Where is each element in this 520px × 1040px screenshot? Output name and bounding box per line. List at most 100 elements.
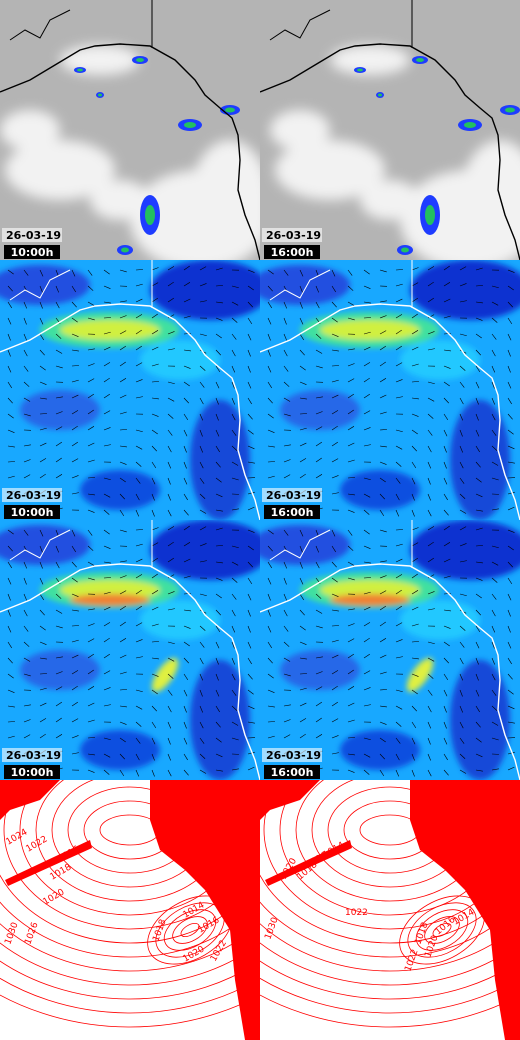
wind-arrow bbox=[215, 317, 223, 321]
wind-arrow bbox=[39, 687, 47, 691]
wind-arrow bbox=[167, 461, 172, 469]
wind-arrow bbox=[395, 298, 403, 303]
isobar bbox=[0, 901, 260, 958]
wind-arrow bbox=[299, 625, 306, 631]
wind-arrow bbox=[119, 509, 125, 517]
isobar bbox=[260, 977, 520, 1014]
precip bbox=[354, 56, 520, 255]
wind-arrow bbox=[283, 301, 288, 309]
wind-arrow bbox=[267, 333, 271, 341]
wind-arrow bbox=[215, 705, 220, 713]
wind-arrow bbox=[395, 445, 403, 450]
wind-arrow bbox=[71, 685, 78, 691]
wind-zone bbox=[60, 580, 160, 600]
cloud bbox=[5, 140, 115, 200]
wind-arrow bbox=[247, 609, 251, 617]
isobar bbox=[415, 909, 469, 951]
isobar bbox=[260, 923, 520, 972]
wind-arrow bbox=[379, 345, 387, 351]
wind-arrow bbox=[151, 397, 159, 400]
wind-arrow bbox=[183, 575, 191, 579]
wind-arrow bbox=[331, 394, 339, 399]
wind-arrow bbox=[215, 365, 221, 373]
wind-arrow bbox=[199, 705, 203, 713]
wind-arrow bbox=[347, 737, 355, 739]
wind-arrow bbox=[215, 721, 221, 728]
wind-zone bbox=[151, 657, 179, 693]
wind-arrow bbox=[491, 333, 497, 340]
wind-zone bbox=[80, 730, 160, 770]
wind-zone bbox=[320, 320, 420, 340]
wind-arrow bbox=[347, 363, 355, 367]
wind-arrow bbox=[379, 753, 385, 760]
wind-arrow bbox=[379, 429, 387, 431]
wind-arrow bbox=[87, 477, 95, 479]
wind-arrow bbox=[199, 689, 203, 697]
wind-arrow bbox=[459, 333, 467, 337]
wind-arrow bbox=[427, 591, 435, 595]
isobar bbox=[0, 960, 260, 1000]
wind-arrow bbox=[267, 381, 272, 389]
wind-arrow bbox=[231, 561, 239, 566]
wind-arrow bbox=[55, 545, 60, 553]
wind-arrow bbox=[507, 269, 515, 273]
wind-arrow bbox=[199, 673, 204, 681]
wind-arrow bbox=[103, 737, 111, 741]
wind-arrow bbox=[39, 718, 47, 723]
wind-arrow bbox=[267, 689, 275, 693]
wind-arrow bbox=[103, 653, 111, 659]
wind-arrow bbox=[167, 591, 175, 595]
wind-arrow bbox=[7, 317, 12, 325]
wind-arrow bbox=[459, 477, 465, 484]
wind-arrow bbox=[247, 397, 252, 405]
wind-arrow bbox=[119, 529, 127, 533]
wind-arrow bbox=[71, 735, 79, 739]
wind-arrow bbox=[39, 317, 44, 325]
wind-arrow bbox=[199, 737, 205, 744]
wind-arrow bbox=[87, 363, 95, 367]
wind-arrow bbox=[199, 333, 207, 337]
wind-arrow bbox=[199, 641, 205, 648]
coastline bbox=[260, 563, 520, 780]
wind-arrow bbox=[183, 333, 191, 335]
wind-arrow bbox=[199, 560, 207, 563]
wind-arrow bbox=[331, 670, 339, 675]
wind-arrow bbox=[23, 529, 29, 536]
wind-arrow bbox=[119, 445, 127, 448]
wind-arrow bbox=[7, 705, 15, 708]
isobar bbox=[260, 994, 520, 1028]
wind-arrow bbox=[135, 396, 143, 399]
wind-arrow bbox=[231, 413, 236, 421]
wind-arrow bbox=[167, 429, 173, 436]
wind-arrow bbox=[443, 349, 451, 352]
wind-arrow bbox=[475, 673, 479, 681]
wind-arrow bbox=[283, 397, 291, 402]
cloud bbox=[330, 45, 410, 75]
wind-arrow bbox=[459, 769, 467, 774]
wind-arrow bbox=[183, 721, 187, 729]
wind-arrow bbox=[459, 413, 464, 421]
wind-arrow bbox=[427, 381, 435, 385]
wind-arrow bbox=[363, 362, 371, 367]
wind-arrow bbox=[283, 719, 291, 723]
wind-arrow bbox=[331, 269, 336, 277]
wind-arrow bbox=[119, 575, 127, 579]
wind-arrow bbox=[135, 477, 141, 484]
wind-arrow bbox=[167, 397, 175, 402]
wind-arrow bbox=[167, 413, 174, 419]
wind-arrow bbox=[183, 509, 189, 516]
wind-arrow bbox=[247, 445, 255, 450]
wind-arrow bbox=[363, 769, 370, 775]
wind-arrow bbox=[507, 333, 512, 341]
wind-arrow bbox=[443, 298, 451, 303]
wind-arrow bbox=[71, 577, 78, 583]
wind-arrow bbox=[475, 577, 483, 581]
wind-arrow bbox=[395, 737, 401, 744]
wind-arrow bbox=[331, 379, 339, 383]
wind-arrow bbox=[71, 349, 79, 352]
wind-zone bbox=[410, 260, 520, 320]
wind-arrow bbox=[283, 381, 290, 387]
wind-arrow bbox=[135, 298, 143, 303]
wind-arrow bbox=[427, 477, 431, 485]
